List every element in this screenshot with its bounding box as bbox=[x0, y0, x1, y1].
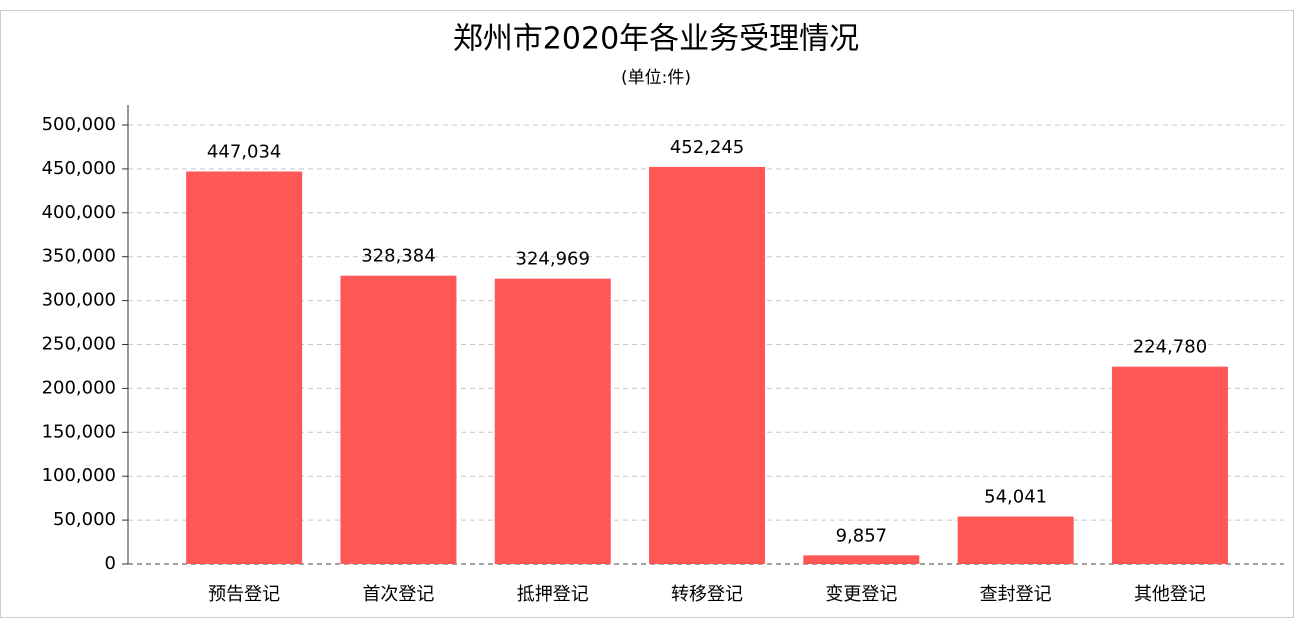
y-tick-label: 450,000 bbox=[42, 158, 116, 179]
bar bbox=[803, 555, 920, 564]
bar bbox=[1111, 366, 1228, 564]
bar bbox=[340, 275, 457, 564]
data-label: 9,857 bbox=[836, 525, 888, 546]
y-tick-label: 300,000 bbox=[42, 290, 116, 311]
data-label: 224,780 bbox=[1133, 337, 1207, 358]
bar bbox=[494, 278, 611, 564]
data-label: 54,041 bbox=[984, 487, 1047, 508]
bar bbox=[649, 166, 766, 564]
y-tick-label: 250,000 bbox=[42, 334, 116, 355]
y-tick-label: 200,000 bbox=[42, 377, 116, 398]
x-tick-label: 其他登记 bbox=[1134, 584, 1206, 605]
y-tick-label: 50,000 bbox=[53, 509, 116, 530]
chart-title: 郑州市2020年各业务受理情况 bbox=[453, 22, 859, 57]
x-tick-label: 转移登记 bbox=[671, 584, 743, 605]
x-tick-label: 查封登记 bbox=[980, 584, 1052, 605]
y-tick-label: 150,000 bbox=[42, 421, 116, 442]
data-label: 452,245 bbox=[670, 137, 744, 158]
y-tick-label: 500,000 bbox=[42, 114, 116, 135]
y-tick-label: 0 bbox=[105, 553, 116, 574]
y-tick-label: 350,000 bbox=[42, 246, 116, 267]
bar bbox=[186, 171, 303, 564]
x-tick-label: 首次登记 bbox=[362, 584, 434, 605]
x-tick-label: 抵押登记 bbox=[517, 584, 589, 605]
y-tick-label: 400,000 bbox=[42, 202, 116, 223]
x-tick-label: 预告登记 bbox=[208, 584, 280, 605]
x-tick-label: 变更登记 bbox=[825, 584, 897, 605]
y-tick-label: 100,000 bbox=[42, 465, 116, 486]
chart-subtitle: (单位:件) bbox=[621, 68, 691, 88]
data-label: 447,034 bbox=[207, 142, 281, 163]
data-label: 328,384 bbox=[361, 246, 435, 267]
bar bbox=[957, 516, 1074, 564]
data-label: 324,969 bbox=[516, 249, 590, 270]
